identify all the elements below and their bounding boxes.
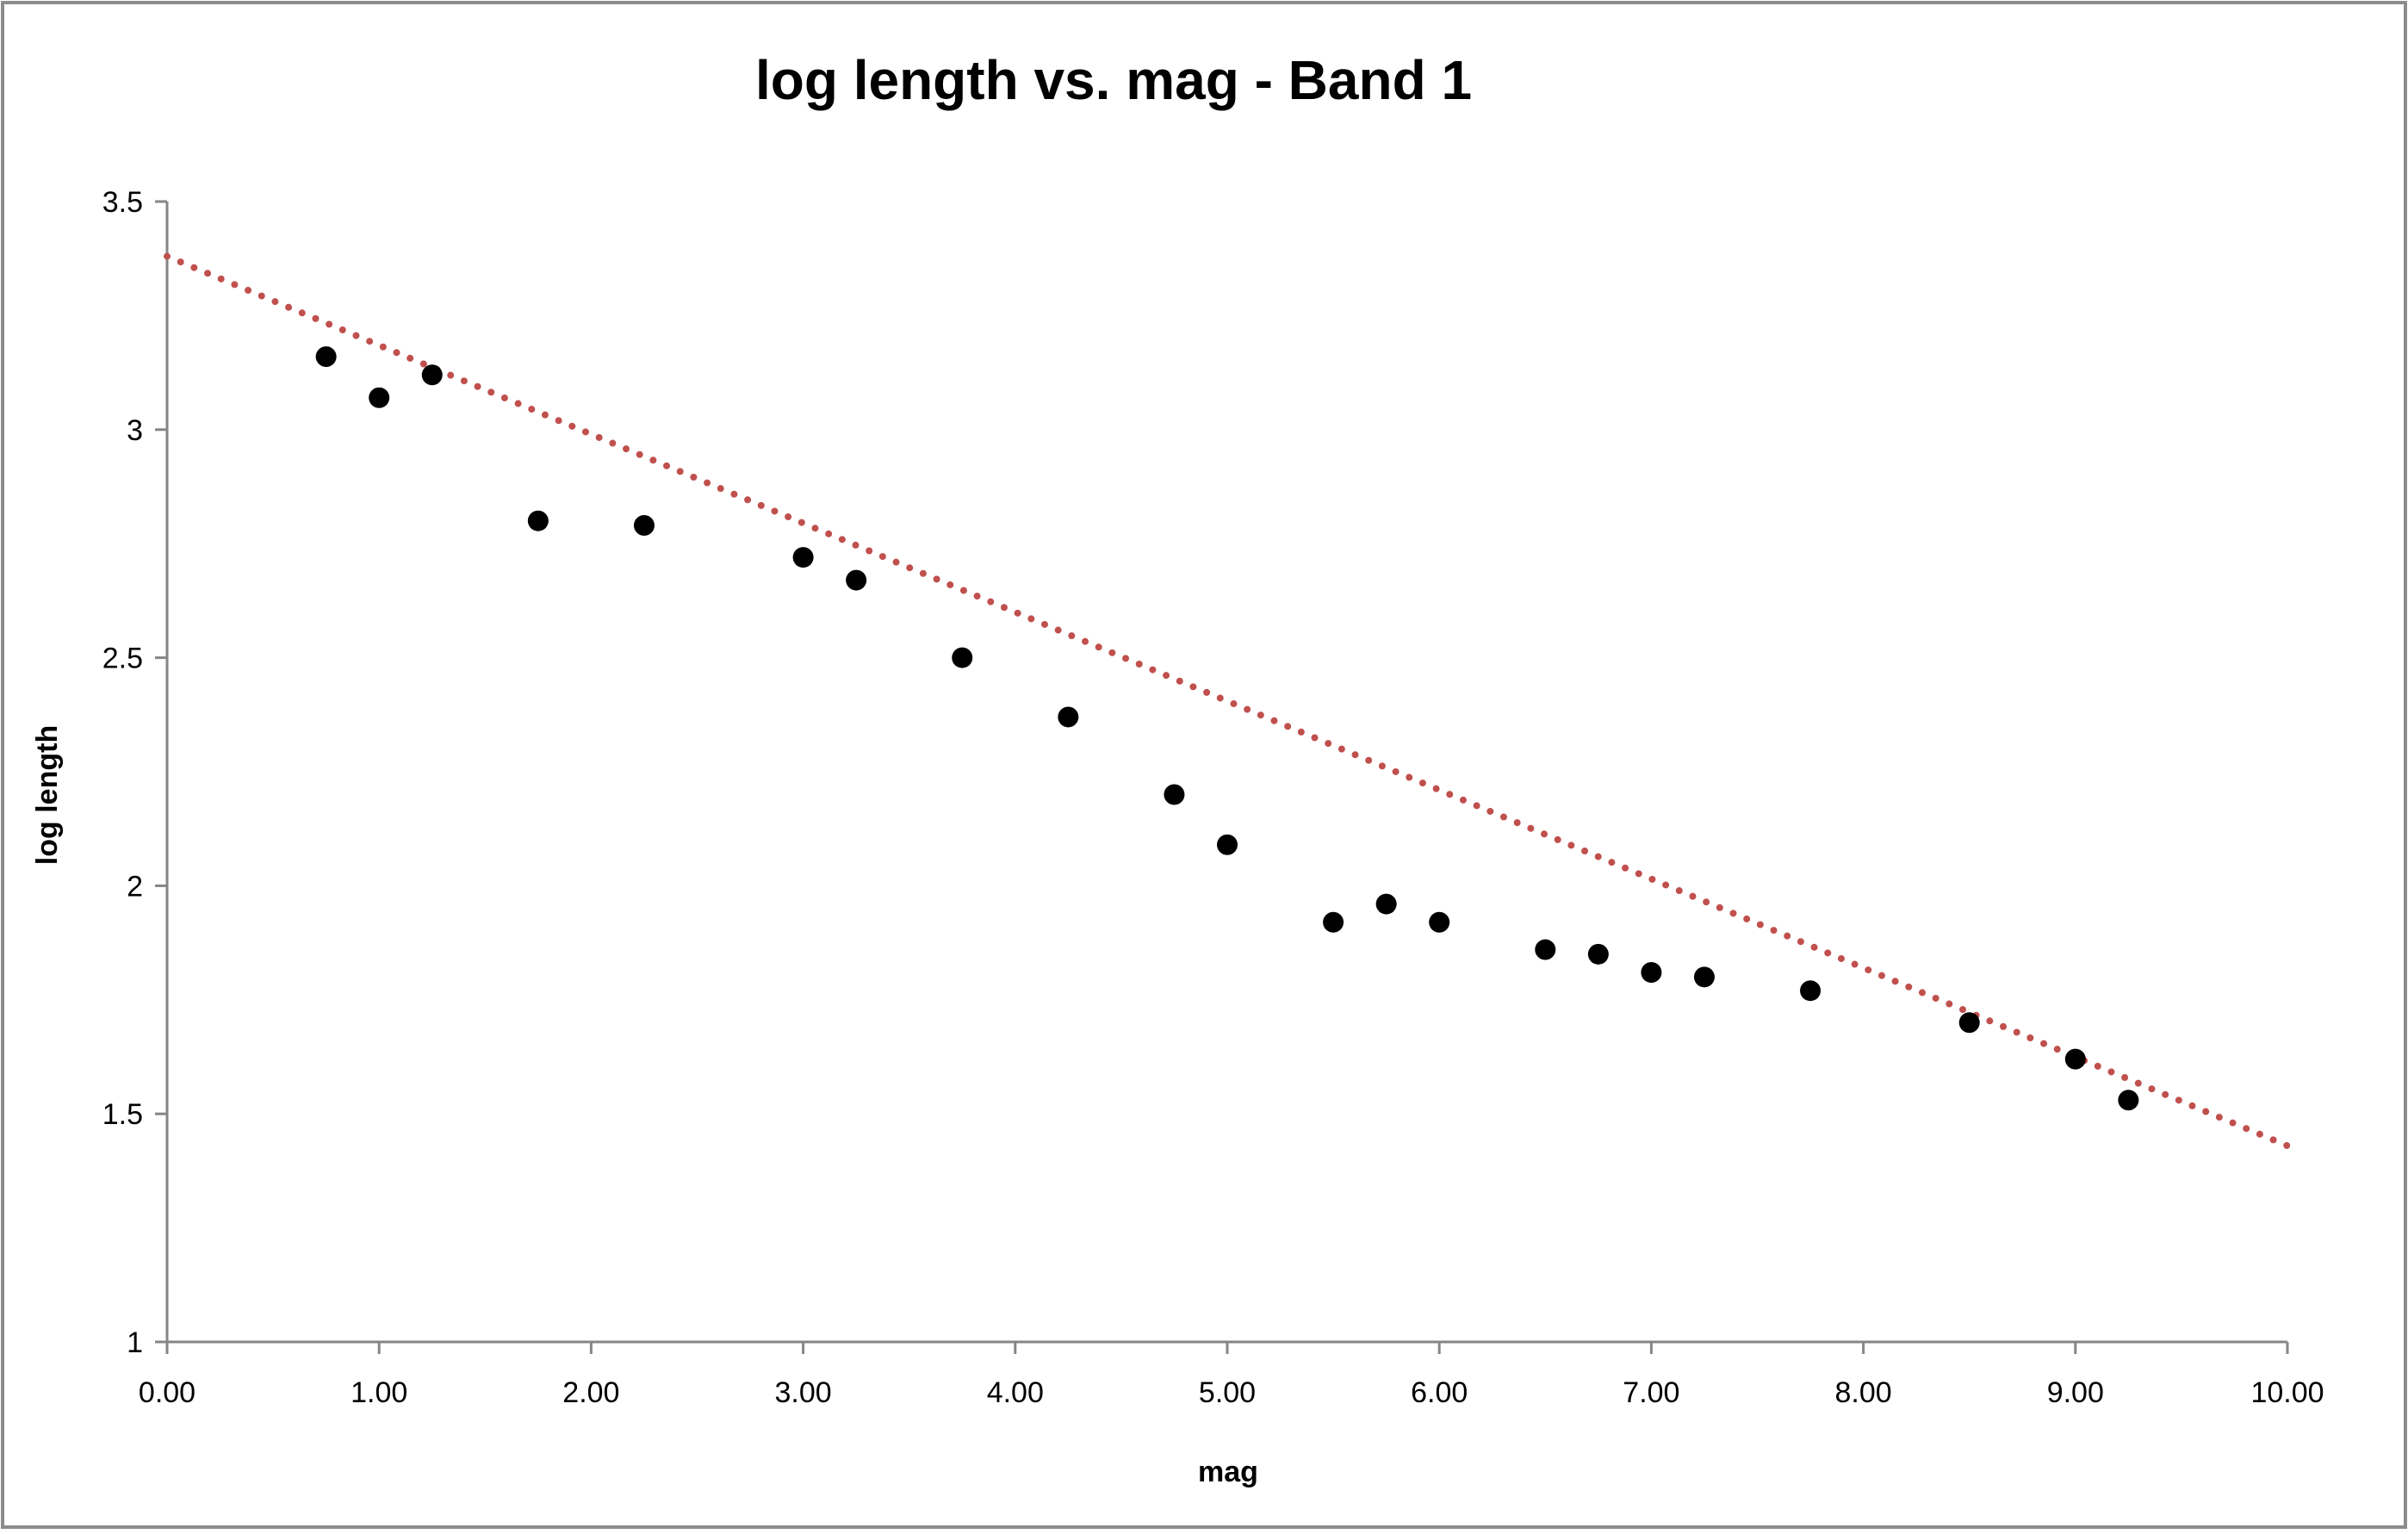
y-tick-label: 3 xyxy=(127,414,143,447)
data-point xyxy=(315,346,337,368)
y-axis-title: log length xyxy=(31,725,64,865)
data-point xyxy=(1587,943,1609,965)
data-point xyxy=(633,515,655,537)
data-point xyxy=(2118,1090,2139,1111)
data-point xyxy=(792,547,814,568)
x-tick-label: 4.00 xyxy=(987,1376,1044,1409)
data-point xyxy=(2064,1048,2086,1070)
chart-title: log length vs. mag - Band 1 xyxy=(755,49,1472,111)
plot-area: 1 1.5 2 2.5 3 3.5 0.00 1.00 2.00 3.00 4.00 5.00 6.00… xyxy=(102,186,2324,1409)
x-tick-label: 5.00 xyxy=(1199,1376,1256,1409)
data-point xyxy=(527,510,549,531)
data-point xyxy=(1535,939,1556,960)
data-point xyxy=(952,647,973,668)
x-tick-label: 10.00 xyxy=(2250,1376,2324,1409)
data-point xyxy=(421,364,443,386)
data-point xyxy=(1958,1012,1980,1034)
y-tick-label: 2 xyxy=(127,870,143,903)
data-point xyxy=(1641,962,1662,984)
x-axis-title: mag xyxy=(1198,1456,1258,1488)
data-point xyxy=(1058,706,1079,728)
trendline xyxy=(164,252,2291,1150)
y-tick-label: 1 xyxy=(127,1326,143,1359)
data-point xyxy=(1217,834,1238,855)
x-tick-label: 8.00 xyxy=(1835,1376,1892,1409)
x-tick-label: 7.00 xyxy=(1623,1376,1679,1409)
data-point xyxy=(1375,893,1397,915)
data-point xyxy=(1693,966,1715,988)
data-point xyxy=(1429,911,1450,933)
data-point xyxy=(1164,784,1185,805)
data-point xyxy=(846,569,867,591)
y-tick-label: 3.5 xyxy=(102,186,143,219)
x-tick-label: 6.00 xyxy=(1411,1376,1468,1409)
x-tick-label: 1.00 xyxy=(351,1376,407,1409)
x-tick-label: 3.00 xyxy=(775,1376,832,1409)
data-point xyxy=(369,387,390,408)
x-tick-label: 9.00 xyxy=(2047,1376,2104,1409)
data-point xyxy=(1800,980,1822,1002)
y-tick-label: 1.5 xyxy=(102,1098,143,1131)
x-tick-label: 2.00 xyxy=(562,1376,619,1409)
data-point xyxy=(1323,911,1344,933)
x-tick-label: 0.00 xyxy=(139,1376,195,1409)
y-tick-label: 2.5 xyxy=(102,643,143,675)
